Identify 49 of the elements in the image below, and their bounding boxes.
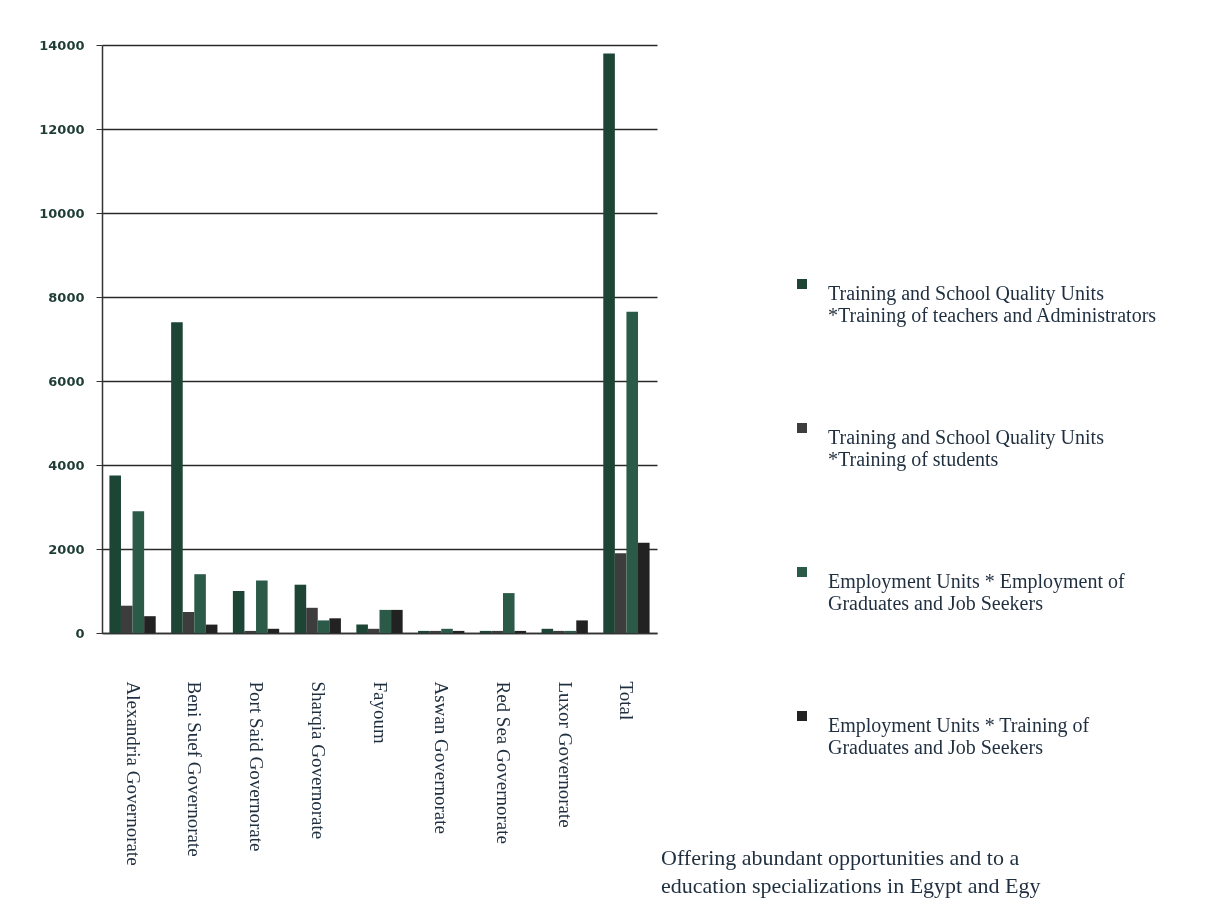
bar (194, 574, 206, 633)
bar (603, 53, 615, 633)
x-tick-label: Luxor Governorate (554, 681, 576, 828)
x-tick-label: Aswan Governorate (431, 681, 453, 834)
bar (132, 511, 145, 633)
bar (356, 624, 368, 633)
y-tick-label: 12000 (39, 121, 85, 137)
y-tick-label: 8000 (48, 289, 85, 305)
legend-label: Training and School Quality Units *Training of students (828, 426, 1105, 471)
y-tick-label: 10000 (39, 205, 85, 221)
y-tick-label: 14000 (39, 37, 85, 53)
x-tick-label: Beni Suef Governorate (184, 681, 206, 857)
bar (267, 628, 280, 633)
bar (391, 609, 403, 633)
legend-label: Training and School Quality Units *Training of teachers and Administrators (828, 282, 1157, 327)
text: education specializations in Egypt and Egy (661, 873, 1041, 898)
y-tick-label: 6000 (48, 373, 85, 389)
bar (317, 620, 330, 633)
bar (232, 591, 245, 633)
x-tick-label: Fayoum (369, 681, 391, 744)
bar (479, 630, 492, 633)
bar (452, 630, 465, 633)
y-tick-label: 0 (75, 625, 85, 641)
x-tick-label: Alexandria Governorate (122, 681, 144, 866)
bar (256, 580, 268, 633)
bar (294, 584, 307, 633)
bar (502, 593, 515, 633)
bar (109, 475, 121, 633)
bar (576, 620, 588, 633)
x-tick-label: Red Sea Governorate (492, 681, 514, 844)
bar (626, 311, 639, 633)
bar (418, 630, 430, 633)
legend-label: Employment Units * Training of Graduates and Job Seekers (828, 714, 1090, 758)
text: Offering abundant opportunities and to a (661, 845, 1020, 870)
bar (564, 630, 577, 633)
bar (205, 624, 218, 633)
bar (441, 628, 453, 633)
x-tick-label: Sharqia Governorate (307, 681, 329, 840)
y-tick-label: 2000 (48, 541, 85, 557)
bar (514, 630, 527, 633)
bar (379, 609, 392, 633)
y-tick-label: 4000 (48, 457, 85, 473)
bar (541, 628, 554, 633)
x-tick-label: Total (616, 681, 638, 721)
bar (329, 618, 341, 633)
legend-label: Employment Units * Employment of Graduates and Job Seekers (828, 570, 1125, 614)
bar (144, 616, 156, 633)
bar (171, 322, 183, 633)
x-tick-label: Port Said Governorate (246, 681, 268, 852)
